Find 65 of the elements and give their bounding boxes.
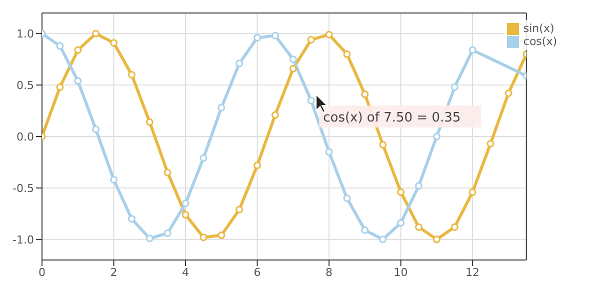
- annotation: cos(x) of 7.50 = 0.35: [323, 110, 461, 126]
- point: [128, 71, 136, 78]
- point: [92, 126, 100, 134]
- point: [289, 56, 297, 64]
- point: [164, 168, 172, 176]
- point: [74, 77, 82, 85]
- point: [254, 34, 262, 42]
- x-tick-label: 0: [38, 266, 46, 279]
- point: [236, 60, 244, 68]
- point: [361, 226, 369, 234]
- point: [415, 182, 422, 190]
- point: [343, 50, 351, 58]
- point: [146, 118, 154, 126]
- point: [468, 46, 476, 54]
- y-tick-label: 1.0: [16, 27, 34, 40]
- point: [164, 229, 172, 237]
- point: [397, 188, 405, 196]
- point: [361, 90, 369, 98]
- x-tick-label: 2: [110, 266, 118, 279]
- point: [379, 140, 387, 148]
- y-tick-label: -0.5: [12, 182, 34, 195]
- point: [92, 30, 100, 38]
- point: [307, 36, 315, 44]
- point: [415, 223, 422, 231]
- x-tick-label: 12: [466, 266, 480, 279]
- point: [450, 223, 458, 231]
- point: [450, 83, 458, 91]
- point: [307, 96, 315, 104]
- point: [325, 30, 333, 38]
- point: [218, 232, 226, 240]
- point: [271, 32, 279, 40]
- point: [397, 219, 405, 227]
- point: [200, 234, 208, 242]
- y-tick-label: -1.0: [12, 233, 34, 246]
- point: [182, 200, 190, 208]
- point: [486, 140, 494, 148]
- point: [56, 83, 64, 91]
- point: [236, 206, 244, 214]
- legend-label: sin(x): [523, 22, 554, 35]
- point: [146, 234, 154, 242]
- point: [504, 90, 512, 98]
- point: [379, 236, 387, 244]
- point: [432, 132, 440, 140]
- point: [128, 215, 136, 223]
- y-tick-label: 0.5: [16, 78, 34, 92]
- point: [325, 148, 333, 156]
- point: [74, 46, 82, 54]
- point: [289, 64, 297, 72]
- point: [343, 194, 351, 202]
- point: [432, 236, 440, 244]
- point: [110, 39, 118, 47]
- x-tick-label: 10: [394, 266, 408, 279]
- y-tick-label: 0.0: [16, 130, 34, 144]
- point: [468, 188, 476, 196]
- point: [56, 42, 64, 50]
- point: [110, 176, 118, 184]
- x-tick-label: 6: [254, 266, 261, 279]
- point: [200, 154, 208, 162]
- x-tick-label: 8: [326, 266, 333, 279]
- point: [182, 210, 190, 218]
- legend-label: cos(x): [523, 35, 557, 48]
- point: [218, 104, 226, 112]
- x-tick-label: 4: [182, 266, 190, 279]
- point: [271, 111, 279, 119]
- point: [254, 162, 262, 170]
